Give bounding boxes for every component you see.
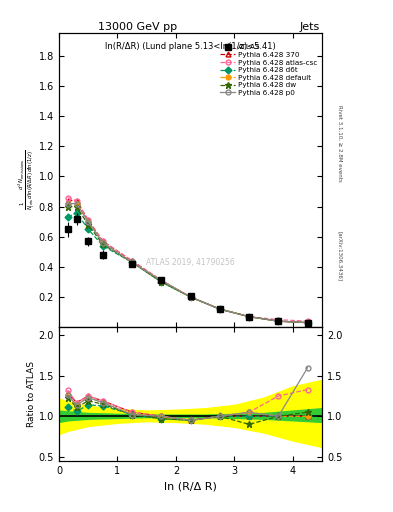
Text: ATLAS 2019, 41790256: ATLAS 2019, 41790256 bbox=[146, 258, 235, 267]
Pythia 6.428 p0 bbox=[188, 294, 193, 300]
Pythia 6.428 atlas-csc bbox=[159, 278, 164, 284]
Pythia 6.428 dw bbox=[159, 279, 164, 285]
Pythia 6.428 default bbox=[305, 319, 310, 326]
Pythia 6.428 d6t bbox=[217, 306, 222, 312]
Pythia 6.428 p0 bbox=[247, 313, 252, 319]
Pythia 6.428 default bbox=[130, 259, 134, 265]
Pythia 6.428 d6t bbox=[159, 279, 164, 285]
Text: [arXiv:1306.3436]: [arXiv:1306.3436] bbox=[338, 231, 342, 281]
Pythia 6.428 dw bbox=[101, 241, 105, 247]
Pythia 6.428 atlas-csc bbox=[276, 316, 281, 323]
Pythia 6.428 atlas-csc bbox=[305, 318, 310, 324]
Pythia 6.428 d6t bbox=[101, 243, 105, 249]
Pythia 6.428 p0 bbox=[159, 278, 164, 284]
Pythia 6.428 atlas-csc bbox=[217, 306, 222, 312]
Pythia 6.428 atlas-csc bbox=[65, 195, 70, 201]
Text: ln(R/ΔR) (Lund plane 5.13<ln(1/z)<5.41): ln(R/ΔR) (Lund plane 5.13<ln(1/z)<5.41) bbox=[105, 42, 276, 51]
Line: Pythia 6.428 d6t: Pythia 6.428 d6t bbox=[65, 210, 310, 325]
Pythia 6.428 default bbox=[276, 318, 281, 324]
Pythia 6.428 d6t bbox=[65, 214, 70, 220]
Pythia 6.428 p0 bbox=[217, 306, 222, 312]
Pythia 6.428 d6t bbox=[276, 318, 281, 324]
Pythia 6.428 atlas-csc bbox=[86, 217, 90, 223]
Y-axis label: $\frac{1}{N_{\rm jets}}\frac{d^2 N_{\rm emissions}}{d\ln(R/\Delta R)\,d\ln(1/z)}: $\frac{1}{N_{\rm jets}}\frac{d^2 N_{\rm … bbox=[17, 150, 37, 210]
Line: Pythia 6.428 dw: Pythia 6.428 dw bbox=[64, 203, 311, 326]
Line: Pythia 6.428 370: Pythia 6.428 370 bbox=[65, 198, 310, 325]
Pythia 6.428 dw bbox=[247, 313, 252, 319]
Pythia 6.428 370 bbox=[247, 313, 252, 319]
Pythia 6.428 370 bbox=[130, 258, 134, 264]
Y-axis label: Ratio to ATLAS: Ratio to ATLAS bbox=[27, 361, 36, 427]
Pythia 6.428 370 bbox=[188, 294, 193, 300]
Pythia 6.428 default bbox=[217, 306, 222, 312]
Pythia 6.428 370 bbox=[159, 278, 164, 284]
Pythia 6.428 p0 bbox=[130, 259, 134, 265]
Line: Pythia 6.428 default: Pythia 6.428 default bbox=[65, 201, 310, 325]
Pythia 6.428 dw bbox=[65, 204, 70, 210]
Pythia 6.428 370 bbox=[217, 306, 222, 312]
Pythia 6.428 dw bbox=[74, 204, 79, 210]
Line: Pythia 6.428 p0: Pythia 6.428 p0 bbox=[65, 201, 310, 325]
Pythia 6.428 d6t bbox=[305, 319, 310, 326]
Pythia 6.428 370 bbox=[65, 198, 70, 204]
Pythia 6.428 atlas-csc bbox=[188, 294, 193, 300]
Pythia 6.428 p0 bbox=[74, 201, 79, 207]
Text: Jets: Jets bbox=[300, 22, 320, 32]
Pythia 6.428 p0 bbox=[101, 240, 105, 246]
Pythia 6.428 p0 bbox=[305, 319, 310, 326]
Pythia 6.428 default bbox=[247, 313, 252, 319]
Pythia 6.428 default bbox=[74, 201, 79, 207]
Pythia 6.428 370 bbox=[305, 319, 310, 326]
Line: Pythia 6.428 atlas-csc: Pythia 6.428 atlas-csc bbox=[65, 195, 310, 324]
Pythia 6.428 default bbox=[188, 294, 193, 300]
Text: Rivet 3.1.10, ≥ 2.8M events: Rivet 3.1.10, ≥ 2.8M events bbox=[338, 105, 342, 182]
Pythia 6.428 p0 bbox=[86, 219, 90, 225]
Pythia 6.428 370 bbox=[86, 217, 90, 223]
Pythia 6.428 p0 bbox=[276, 318, 281, 324]
Pythia 6.428 dw bbox=[130, 259, 134, 265]
Pythia 6.428 dw bbox=[188, 294, 193, 300]
Pythia 6.428 dw bbox=[276, 318, 281, 324]
Pythia 6.428 p0 bbox=[65, 201, 70, 207]
Pythia 6.428 d6t bbox=[74, 209, 79, 216]
Pythia 6.428 dw bbox=[305, 319, 310, 326]
Pythia 6.428 dw bbox=[86, 222, 90, 228]
Pythia 6.428 d6t bbox=[188, 294, 193, 300]
Legend: ATLAS, Pythia 6.428 370, Pythia 6.428 atlas-csc, Pythia 6.428 d6t, Pythia 6.428 : ATLAS, Pythia 6.428 370, Pythia 6.428 at… bbox=[219, 43, 319, 97]
Pythia 6.428 default bbox=[159, 278, 164, 284]
Pythia 6.428 370 bbox=[74, 198, 79, 204]
Pythia 6.428 atlas-csc bbox=[101, 238, 105, 244]
Pythia 6.428 atlas-csc bbox=[130, 258, 134, 264]
Pythia 6.428 d6t bbox=[247, 313, 252, 319]
Text: 13000 GeV pp: 13000 GeV pp bbox=[98, 22, 177, 32]
Pythia 6.428 370 bbox=[276, 318, 281, 324]
Pythia 6.428 370 bbox=[101, 238, 105, 244]
Pythia 6.428 d6t bbox=[130, 259, 134, 265]
Pythia 6.428 d6t bbox=[86, 226, 90, 232]
Pythia 6.428 default bbox=[101, 240, 105, 246]
Pythia 6.428 atlas-csc bbox=[247, 313, 252, 319]
Pythia 6.428 default bbox=[65, 201, 70, 207]
Pythia 6.428 atlas-csc bbox=[74, 198, 79, 204]
X-axis label: ln (R/Δ R): ln (R/Δ R) bbox=[164, 481, 217, 491]
Pythia 6.428 default bbox=[86, 219, 90, 225]
Pythia 6.428 dw bbox=[217, 306, 222, 312]
